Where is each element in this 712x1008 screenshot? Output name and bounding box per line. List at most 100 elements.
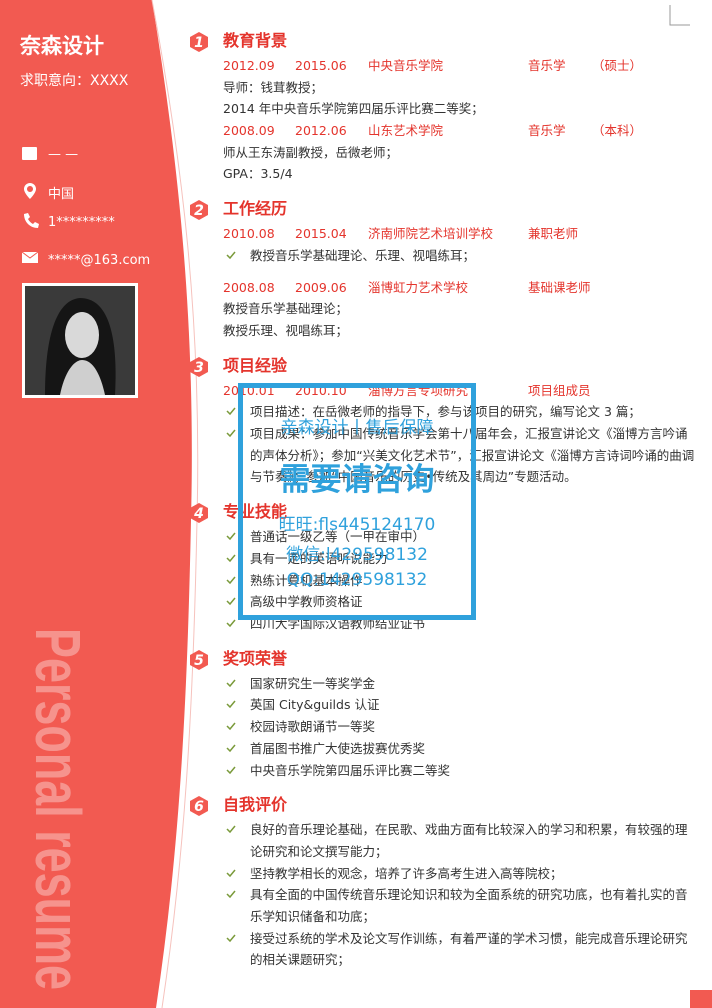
email: *****@163.com: [48, 253, 151, 268]
check-mark: [226, 554, 236, 562]
watermark-text: QQ:1429598132: [286, 570, 428, 590]
section-number: 1: [194, 35, 204, 51]
entry-row: 2010.08 2015.04 济南师院艺术培训学校 兼职老师: [188, 223, 698, 245]
entry-row: 2008.08 2009.06 淄博虹力艺术学校 基础课老师: [188, 277, 698, 299]
check-mark: [226, 619, 236, 628]
badge-shape: [190, 503, 208, 524]
calendar-icon: [22, 147, 37, 160]
check-mark: [226, 869, 236, 877]
text-line: 教授音乐学基础理论；: [223, 301, 349, 317]
section: 6 自我评价良好的音乐理论基础，在民歌、戏曲方面有比较深入的学习和积累，有较强的理…: [188, 793, 698, 971]
bullet-item: 国家研究生一等奖学金: [188, 673, 698, 695]
bullet-item: 坚持教学相长的观念，培养了许多高考生进入高等院校；: [188, 863, 698, 885]
section: 3 项目经验 2010.01 2010.10 淄博方言专项研究 项目组成员 项目描述：在岳微…: [188, 354, 698, 489]
check-mark: [226, 766, 236, 774]
entry-cell: 项目组成员: [528, 382, 591, 398]
check-mark: [226, 744, 236, 752]
location-icon: [24, 183, 36, 199]
bullet-item: 熟练计算机基本操作: [188, 570, 698, 592]
content: 1 教育背景 2012.09 2015.06 中央音乐学院 音乐学 （硕士） 导师：钱茸教授；…: [188, 29, 698, 971]
check-icon: [226, 825, 236, 834]
entry-cell: 中央音乐学院: [368, 58, 444, 73]
entry-cell: 音乐学: [528, 58, 566, 73]
check-mark: [226, 429, 236, 438]
check-mark: [226, 576, 236, 584]
check-icon: [226, 251, 236, 259]
bullet-item: 中央音乐学院第四届乐评比赛二等奖: [188, 760, 698, 782]
check-mark: [226, 679, 236, 687]
text-line: 导师：钱茸教授；: [223, 79, 324, 95]
check-mark: [226, 934, 236, 942]
icons: [21, 147, 39, 263]
check-icon: [226, 679, 236, 687]
section-number: 6: [194, 799, 204, 815]
check-mark: [226, 407, 236, 416]
entry-cell: （硕士）: [592, 58, 643, 73]
section-title: 教育背景: [223, 31, 288, 50]
sidebar-background: [0, 0, 192, 1008]
section-badge: 5: [190, 649, 208, 670]
entry-cell: 2015.06: [295, 58, 347, 73]
phone-icon: [24, 213, 39, 228]
check-icon: [226, 597, 236, 606]
corner-mark: [669, 5, 690, 26]
job-intention: 求职意向：XXXX: [20, 73, 129, 89]
bullet-item: 具有全面的中国传统音乐理论知识和较为全面系统的研究功底，也有着扎实的音乐学知识储…: [188, 884, 698, 927]
section-badge: 3: [190, 356, 208, 377]
bullet-item: 良好的音乐理论基础，在民歌、戏曲方面有比较深入的学习和积累，有较强的理论研究和论…: [188, 819, 698, 862]
check-icon: [226, 576, 236, 584]
check-mark: [226, 532, 236, 541]
name: 奈森设计: [20, 34, 104, 58]
section-badge: 1: [190, 32, 208, 52]
entry-cell: 2015.04: [295, 226, 347, 242]
bullet-item: 高级中学教师资格证: [188, 591, 698, 613]
check-mark: [226, 722, 236, 731]
section-number: 5: [194, 653, 204, 669]
corner-block: [690, 990, 712, 1008]
check-mark: [226, 890, 236, 899]
check-mark: [226, 825, 236, 834]
check-icon: [226, 869, 236, 877]
check-icon: [226, 407, 236, 416]
bullet-item: 接受过系统的学术及论文写作训练，有着严谨的学术习惯，能完成音乐理论研究的相关课题…: [188, 928, 698, 971]
section-title: 自我评价: [223, 795, 288, 815]
entry-row: 2008.09 2012.06 山东艺术学院 音乐学 （本科）: [188, 120, 698, 142]
section-badge: 6: [190, 796, 208, 817]
bullet-item: 普通话一级乙等（一甲在审中）: [188, 526, 698, 548]
watermark-text: 旺旺:fls445124170: [278, 515, 436, 535]
check-icon: [226, 744, 236, 752]
badge-shape: [190, 356, 208, 377]
check-icon: [226, 722, 236, 731]
watermark-text: 微信:l429598132: [286, 545, 428, 565]
check-mark: [226, 597, 236, 606]
entry-cell: 2008.09: [223, 123, 275, 139]
phone: 1*********: [48, 215, 115, 230]
text-line: 2014 年中央音乐学院第四届乐评比赛二等奖；: [223, 101, 484, 117]
entry-cell: 2008.08: [223, 279, 275, 295]
bullet-item: 校园诗歌朗诵节一等奖: [188, 716, 698, 738]
check-icon: [226, 619, 236, 628]
watermark-text: 亲森设计丨售后保障: [280, 418, 434, 438]
decorative-text: Personal resume: [22, 628, 94, 990]
section: 1 教育背景 2012.09 2015.06 中央音乐学院 音乐学 （硕士） 导师：钱茸教授；…: [188, 29, 698, 185]
bullet-item: 教授音乐学基础理论、乐理、视唱练耳；: [188, 245, 698, 267]
section-header: 2 工作经历: [188, 197, 698, 223]
section-title: 工作经历: [223, 199, 288, 219]
check-mark: [226, 251, 236, 259]
entry-cell: 山东艺术学院: [368, 123, 444, 139]
badge-shape: [190, 32, 208, 52]
bullet-item: 首届图书推广大使选拔赛优秀奖: [188, 738, 698, 760]
section-title: 奖项荣誉: [223, 648, 288, 668]
section-header: 6 自我评价: [188, 793, 698, 819]
entry-cell: 音乐学: [528, 123, 566, 139]
check-icon: [226, 934, 236, 942]
badge-shape: [190, 796, 208, 817]
entry-cell: 2010.08: [223, 226, 275, 242]
text-line: 师从王东涛副教授，岳微老师；: [223, 144, 399, 160]
section-header: 1 教育背景: [188, 29, 698, 55]
watermark: 亲森设计丨售后保障 需要请咨询 旺旺:fls445124170 微信:l4295…: [238, 383, 476, 620]
bullet-item: 具有一定的英语听说能力: [188, 548, 698, 570]
entry-cell: 兼职老师: [528, 226, 579, 242]
check-icon: [226, 532, 236, 541]
text-line: GPA：3.5/4: [223, 166, 293, 182]
